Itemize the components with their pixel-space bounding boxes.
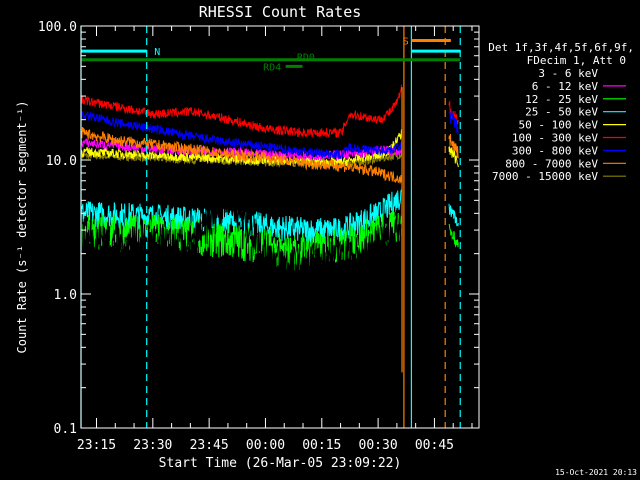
series-line-50-100-keV [80, 129, 403, 169]
flag-label-RD4: RD4 [263, 62, 281, 73]
x-tick-label: 23:45 [190, 438, 229, 453]
y-axis: 0.1 1.0 10.0 100.0 [38, 20, 479, 437]
post-gap-segment-green [448, 223, 459, 249]
legend-item-label: 25 - 50 keV [525, 106, 598, 119]
footer-timestamp: 15-Oct-2021 20:13 [555, 468, 637, 477]
legend-item-label: 800 - 7000 keV [505, 157, 598, 170]
legend-header-line-2: FDecim 1, Att 0 [527, 54, 626, 67]
series-line-100-300-keV [80, 84, 403, 139]
post-gap-segment-blue [448, 109, 459, 135]
y-tick-label: 10.0 [46, 154, 77, 169]
series-line-800-7000-keV [80, 126, 403, 184]
legend-item-label: 6 - 12 keV [532, 80, 599, 93]
flag-label-N: N [154, 47, 160, 58]
post-gap-segment-orange [448, 133, 459, 159]
y-tick-label: 1.0 [54, 288, 77, 303]
series-layer [80, 84, 459, 287]
post-gap-segment-cyan [448, 203, 459, 227]
x-tick-label: 23:15 [77, 438, 116, 453]
chart-title: RHESSI Count Rates [199, 3, 362, 21]
post-gap-segment-black [448, 236, 459, 263]
series-line-300-800-keV [80, 110, 403, 160]
y-axis-label: Count Rate (s⁻¹ detector segment⁻¹) [15, 101, 29, 354]
x-tick-label: 00:30 [359, 438, 398, 453]
legend-item-label: 100 - 300 keV [512, 132, 598, 145]
y-tick-label: 0.1 [54, 422, 77, 437]
x-tick-label: 00:45 [415, 438, 454, 453]
flag-label-S: S [403, 36, 409, 47]
x-tick-label: 00:15 [302, 438, 341, 453]
legend-item-label: 3 - 6 keV [538, 67, 598, 80]
legend-item-label: 12 - 25 keV [525, 93, 598, 106]
post-gap-segment-yellow [448, 146, 459, 168]
plot-frame [80, 25, 480, 429]
series-line-3-6-keV [80, 179, 403, 287]
x-axis-label: Start Time (26-Mar-05 23:09:22) [159, 456, 402, 471]
x-tick-label: 23:30 [133, 438, 172, 453]
legend-item-label: 50 - 100 keV [519, 119, 599, 132]
flag-label-RD0: RD0 [297, 53, 315, 64]
legend-header-line-1: Det 1f,3f,4f,5f,6f,9f, [488, 41, 634, 54]
legend-item-label: 7000 - 15000 keV [492, 170, 598, 183]
legend-item-label: 300 - 800 keV [512, 144, 598, 157]
x-axis: 23:15 23:30 23:45 00:00 00:15 00:30 00:45 [77, 26, 473, 453]
y-tick-label: 100.0 [38, 20, 77, 35]
x-tick-label: 00:00 [246, 438, 285, 453]
